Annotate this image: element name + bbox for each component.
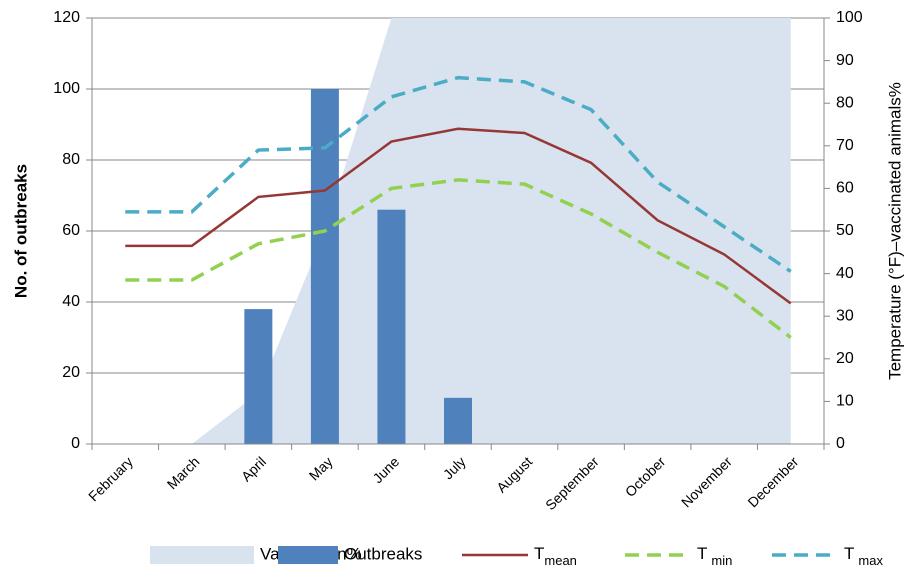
legend-label: Outbreaks: [344, 544, 422, 563]
y2-tick-label: 90: [836, 52, 854, 69]
x-tick-label: May: [306, 453, 336, 483]
legend-label-sub: max: [858, 553, 883, 568]
x-tick-label: December: [744, 453, 801, 510]
y2-tick-label: 40: [836, 265, 854, 282]
area: [191, 18, 791, 444]
y-tick-label: 60: [62, 222, 80, 239]
x-tick-label: June: [369, 453, 402, 486]
x-tick-label: July: [440, 453, 469, 482]
x-tick-label: September: [542, 453, 602, 513]
y2-tick-label: 20: [836, 350, 854, 367]
line: [125, 75, 792, 273]
y-tick-label: 20: [62, 364, 80, 381]
y-tick-label: 80: [62, 151, 80, 168]
line: [125, 178, 792, 339]
legend-label-main: T: [697, 544, 707, 563]
x-tick-label: October: [622, 453, 669, 500]
y2-tick-label: 0: [836, 435, 845, 452]
y-tick-label: 0: [71, 435, 80, 452]
bar: [444, 397, 472, 444]
legend-label-main: T: [534, 544, 544, 563]
bar: [310, 89, 339, 444]
legend-swatch: [278, 546, 338, 564]
x-tick-label: November: [678, 453, 735, 510]
legend-label-sub: min: [711, 553, 732, 568]
y-tick-label: 100: [53, 80, 80, 97]
x-tick-label: February: [85, 453, 136, 504]
line: [125, 127, 792, 305]
legend-label: Tmean: [534, 544, 577, 568]
y2-tick-label: 80: [836, 94, 854, 111]
y2-tick-label: 30: [836, 307, 854, 324]
bar: [377, 209, 406, 444]
y-tick-label: 40: [62, 293, 80, 310]
legend-swatch: [150, 546, 254, 564]
y2-tick-label: 50: [836, 222, 854, 239]
x-tick-label: April: [238, 453, 269, 484]
y2-tick-label: 70: [836, 137, 854, 154]
y-tick-label: 120: [53, 9, 80, 26]
y2-tick-label: 60: [836, 180, 854, 197]
y2-tick-label: 100: [836, 9, 863, 26]
plot: [125, 18, 792, 444]
x-tick-label: August: [493, 453, 535, 495]
y-axis-label: No. of outbreaks: [11, 164, 30, 298]
legend-label-sub: mean: [544, 553, 577, 568]
x-tick-label: March: [164, 453, 203, 492]
y2-tick-label: 10: [836, 393, 854, 410]
y2-axis-label: Temperature (°F)–vaccinated animals%: [885, 82, 904, 380]
legend-label-main: T: [844, 544, 854, 563]
bar: [244, 309, 273, 444]
